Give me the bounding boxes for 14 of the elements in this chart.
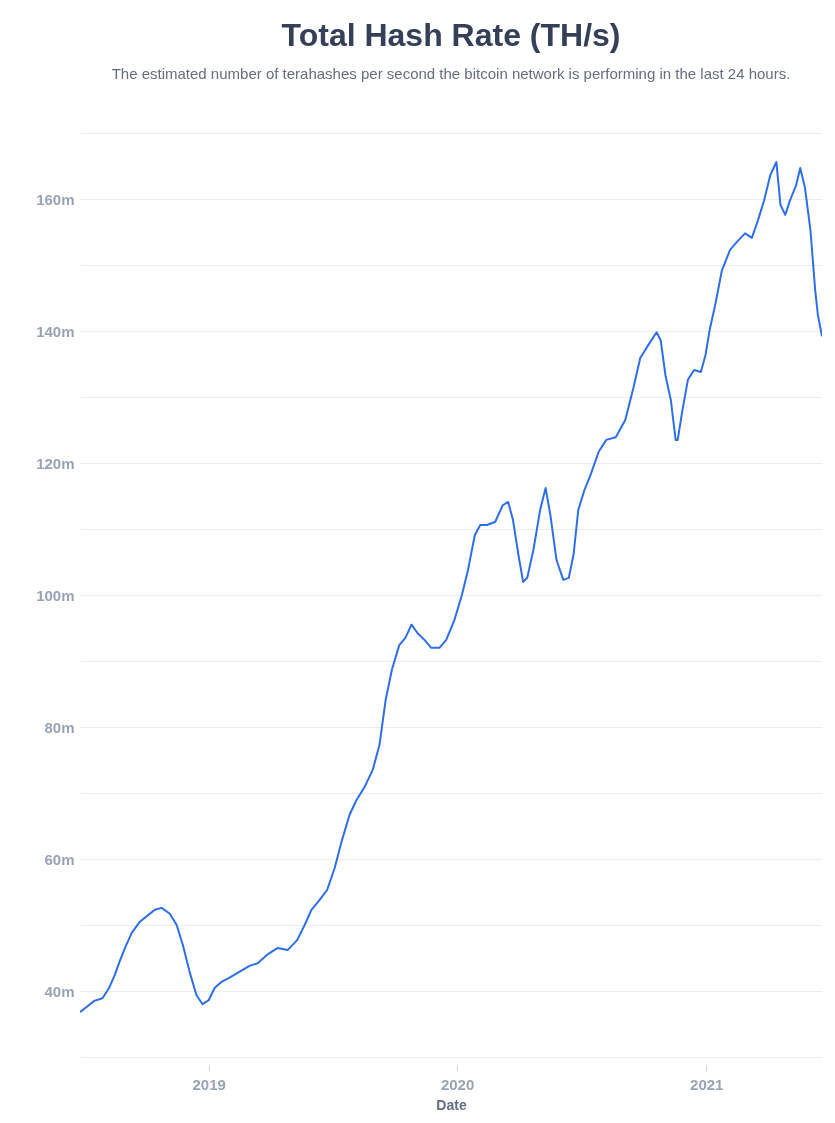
line-series [80, 161, 822, 1014]
x-tick-label: 2020 [440, 1075, 475, 1093]
y-tick-label: 60m [44, 850, 75, 868]
y-tick-label: 120m [36, 454, 75, 472]
y-tick-label: 80m [44, 718, 75, 736]
chart-subtitle: The estimated number of terahashes per second the bitcoin network is performing in the last 24 hours. [111, 65, 791, 82]
y-tick-label: 140m [36, 322, 75, 340]
x-axis-title: Date [436, 1096, 467, 1113]
x-tick-label: 2021 [690, 1075, 724, 1093]
y-tick-label: 100m [36, 586, 75, 604]
chart-title: Total Hash Rate (TH/s) [281, 17, 621, 53]
y-tick-label: 160m [36, 190, 75, 208]
x-tick-label: 2019 [192, 1075, 226, 1093]
y-tick-label: 40m [44, 982, 75, 1000]
